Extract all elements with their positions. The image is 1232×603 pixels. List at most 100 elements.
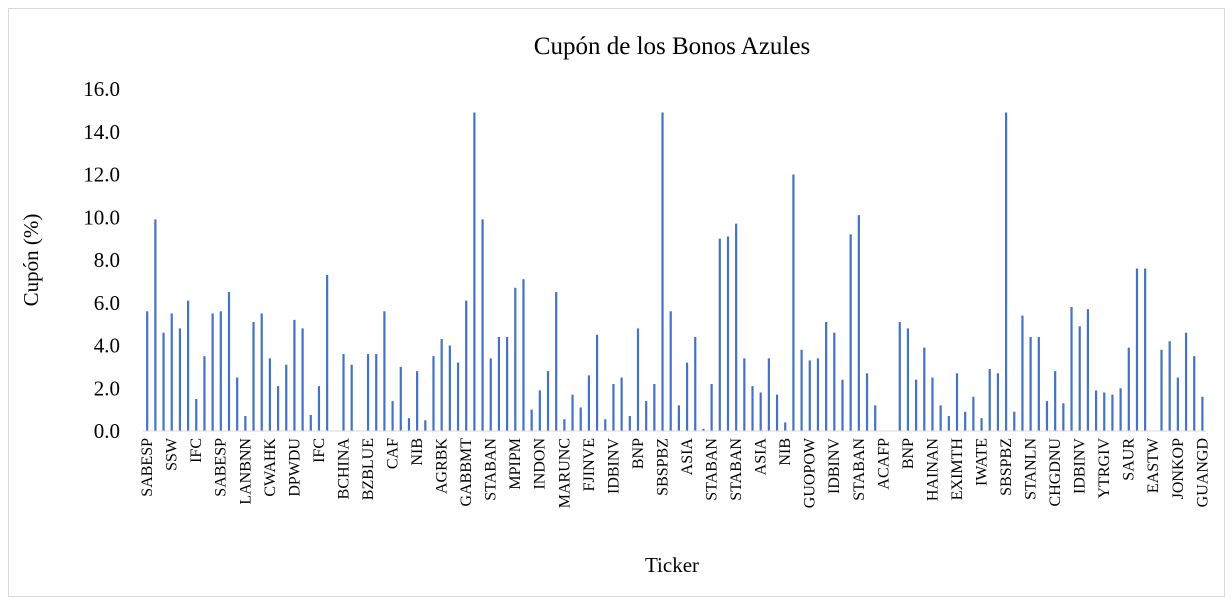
bar xyxy=(293,319,296,431)
bar xyxy=(1054,371,1057,431)
y-axis-title: Cupón (%) xyxy=(19,214,43,307)
bar xyxy=(563,419,566,431)
bar xyxy=(383,311,386,431)
bar xyxy=(489,358,492,431)
bar xyxy=(1103,392,1106,431)
bar xyxy=(1021,315,1024,431)
x-tick-label: CWAHK xyxy=(262,438,279,497)
bar xyxy=(268,358,271,431)
bar xyxy=(784,422,787,431)
bar xyxy=(227,292,231,431)
bar xyxy=(915,379,918,431)
y-tick-label: 10.0 xyxy=(83,205,120,229)
bar xyxy=(236,377,239,431)
bar xyxy=(1094,390,1098,431)
bar xyxy=(1086,309,1089,431)
bar xyxy=(694,336,697,431)
bar xyxy=(808,360,811,431)
x-tick-label: BZBLUE xyxy=(360,438,377,500)
bar xyxy=(530,409,533,431)
x-tick-label: IFC xyxy=(311,438,328,463)
bar xyxy=(1168,341,1171,431)
bar xyxy=(726,236,730,431)
bar xyxy=(1193,356,1196,431)
bar xyxy=(195,398,198,431)
bar xyxy=(628,416,631,431)
bar xyxy=(767,358,770,431)
bar xyxy=(219,311,222,431)
bar xyxy=(685,362,689,431)
bar xyxy=(1062,403,1065,431)
bar xyxy=(735,223,738,431)
chart-frame xyxy=(8,8,1225,597)
bar xyxy=(424,420,427,431)
bar xyxy=(1160,349,1163,431)
bar xyxy=(244,416,247,431)
bar xyxy=(1037,336,1040,431)
bar xyxy=(980,418,983,431)
bar xyxy=(800,349,803,431)
bar xyxy=(1135,268,1139,431)
bar xyxy=(1070,307,1073,431)
x-tick-label: STABAN xyxy=(851,438,868,501)
bar xyxy=(186,300,190,431)
bar xyxy=(865,373,869,431)
bar xyxy=(931,377,934,431)
bar xyxy=(203,356,206,431)
bar xyxy=(456,362,460,431)
bar xyxy=(1013,411,1016,431)
bar xyxy=(350,364,353,431)
bar xyxy=(1184,332,1188,431)
y-tick-label: 2.0 xyxy=(94,376,120,400)
bar xyxy=(514,287,517,431)
bar xyxy=(162,332,165,431)
x-tick-label: SABESP xyxy=(213,438,230,497)
bar xyxy=(841,379,844,431)
bar xyxy=(620,377,623,431)
bar xyxy=(391,401,394,431)
bar xyxy=(211,313,214,431)
chart-title: Cupón de los Bonos Azules xyxy=(534,33,810,60)
bar xyxy=(702,428,705,431)
bar xyxy=(301,328,304,431)
bar xyxy=(1144,268,1147,431)
x-tick-label: SABESP xyxy=(139,438,156,497)
x-tick-label: SSW xyxy=(164,437,181,471)
bar xyxy=(252,321,255,431)
bar xyxy=(661,112,664,431)
bar xyxy=(710,383,713,431)
bar xyxy=(1004,112,1008,431)
x-tick-label: STABAN xyxy=(728,438,745,501)
bar xyxy=(996,373,1000,431)
bar xyxy=(964,411,967,431)
bar xyxy=(1176,377,1179,431)
bar xyxy=(636,328,640,431)
bar xyxy=(587,375,591,431)
bar xyxy=(653,383,656,431)
x-tick-label: GUANGD xyxy=(1194,438,1211,507)
x-tick-label: NIB xyxy=(777,438,794,466)
bar xyxy=(849,234,852,431)
bar xyxy=(1111,394,1114,431)
y-tick-label: 12.0 xyxy=(83,163,120,187)
bar xyxy=(571,394,574,431)
bar xyxy=(1029,336,1032,431)
x-tick-label: STABAN xyxy=(483,438,500,501)
bar xyxy=(718,238,721,431)
y-tick-label: 0.0 xyxy=(94,419,120,443)
bar xyxy=(309,414,312,431)
bar xyxy=(317,386,321,431)
bar xyxy=(1119,388,1122,431)
bar xyxy=(612,383,615,431)
bar xyxy=(604,419,607,431)
y-tick-label: 6.0 xyxy=(94,291,120,315)
bar xyxy=(906,328,910,431)
x-tick-label: JONKOP xyxy=(1170,438,1187,499)
bar xyxy=(366,354,370,431)
bar xyxy=(792,174,795,431)
bar xyxy=(448,345,451,431)
bar xyxy=(1127,347,1130,431)
bar xyxy=(432,356,435,431)
bar xyxy=(955,373,959,431)
bar xyxy=(375,354,378,431)
